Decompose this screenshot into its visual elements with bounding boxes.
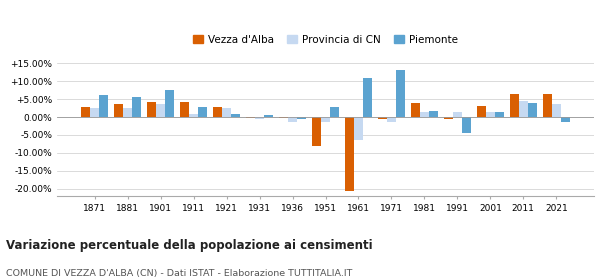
Bar	[246, 117, 255, 118]
Bar	[255, 117, 264, 119]
Bar	[321, 117, 330, 122]
Bar	[543, 94, 552, 117]
Bar	[354, 117, 363, 140]
Bar	[115, 104, 123, 117]
Bar	[444, 117, 453, 119]
Text: COMUNE DI VEZZA D'ALBA (CN) - Dati ISTAT - Elaborazione TUTTITALIA.IT: COMUNE DI VEZZA D'ALBA (CN) - Dati ISTAT…	[6, 269, 352, 278]
Bar	[189, 114, 198, 117]
Bar	[213, 107, 222, 117]
Bar	[165, 90, 174, 117]
Legend: Vezza d'Alba, Provincia di CN, Piemonte: Vezza d'Alba, Provincia di CN, Piemonte	[188, 31, 463, 49]
Bar	[180, 102, 189, 117]
Bar	[387, 117, 396, 122]
Bar	[198, 107, 207, 117]
Bar	[288, 117, 297, 122]
Bar	[462, 117, 471, 133]
Bar	[330, 107, 339, 117]
Bar	[429, 111, 438, 117]
Bar	[279, 117, 288, 118]
Bar	[363, 78, 372, 117]
Bar	[378, 117, 387, 119]
Bar	[495, 112, 503, 117]
Bar	[156, 104, 165, 117]
Bar	[552, 104, 560, 117]
Bar	[528, 103, 536, 117]
Bar	[519, 101, 528, 117]
Bar	[510, 94, 519, 117]
Bar	[486, 112, 495, 117]
Bar	[411, 103, 420, 117]
Bar	[132, 97, 141, 117]
Bar	[231, 114, 240, 117]
Bar	[312, 117, 321, 146]
Bar	[148, 102, 156, 117]
Bar	[420, 112, 429, 117]
Bar	[297, 117, 306, 119]
Bar	[396, 70, 405, 117]
Bar	[477, 106, 486, 117]
Bar	[345, 117, 354, 191]
Bar	[264, 115, 273, 117]
Bar	[123, 108, 132, 117]
Bar	[82, 107, 91, 117]
Bar	[91, 108, 99, 117]
Bar	[99, 95, 108, 117]
Text: Variazione percentuale della popolazione ai censimenti: Variazione percentuale della popolazione…	[6, 239, 373, 252]
Bar	[560, 117, 569, 122]
Bar	[222, 108, 231, 117]
Bar	[453, 112, 462, 117]
